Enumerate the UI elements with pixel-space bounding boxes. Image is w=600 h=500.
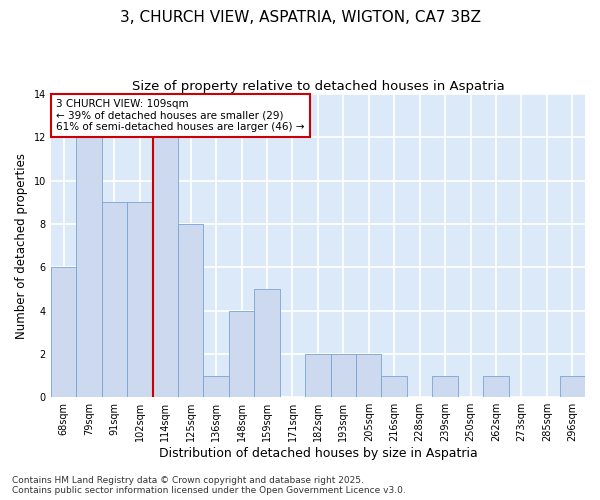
Bar [305,354,331,397]
Bar [101,202,127,397]
Bar [382,376,407,397]
Bar [331,354,356,397]
X-axis label: Distribution of detached houses by size in Aspatria: Distribution of detached houses by size … [158,447,477,460]
Bar [152,138,178,397]
Bar [51,268,76,397]
Bar [127,202,152,397]
Bar [203,376,229,397]
Text: 3, CHURCH VIEW, ASPATRIA, WIGTON, CA7 3BZ: 3, CHURCH VIEW, ASPATRIA, WIGTON, CA7 3B… [119,10,481,25]
Text: 3 CHURCH VIEW: 109sqm
← 39% of detached houses are smaller (29)
61% of semi-deta: 3 CHURCH VIEW: 109sqm ← 39% of detached … [56,98,305,132]
Bar [483,376,509,397]
Text: Contains HM Land Registry data © Crown copyright and database right 2025.
Contai: Contains HM Land Registry data © Crown c… [12,476,406,495]
Bar [560,376,585,397]
Bar [178,224,203,397]
Bar [76,138,101,397]
Bar [229,310,254,397]
Title: Size of property relative to detached houses in Aspatria: Size of property relative to detached ho… [131,80,504,93]
Bar [433,376,458,397]
Bar [254,289,280,397]
Bar [356,354,382,397]
Y-axis label: Number of detached properties: Number of detached properties [15,152,28,338]
